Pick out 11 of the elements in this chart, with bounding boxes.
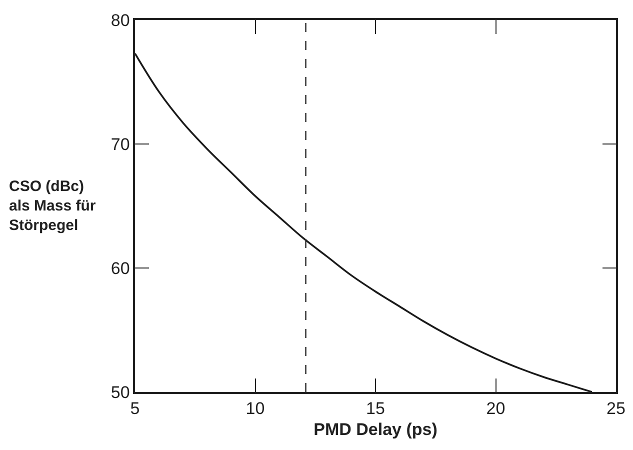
x-tick-label: 15 bbox=[366, 399, 385, 418]
x-tick-label: 20 bbox=[486, 399, 506, 418]
x-tick-label: 25 bbox=[606, 399, 626, 418]
y-tick-label: 50 bbox=[110, 382, 130, 402]
x-tick-label: 5 bbox=[130, 399, 140, 418]
x-axis-title: PMD Delay (ps) bbox=[314, 420, 438, 440]
y-tick-label: 60 bbox=[110, 258, 130, 278]
y-axis-title: CSO (dBc) als Mass für Störpegel bbox=[9, 178, 96, 234]
y-tick-label: 70 bbox=[110, 134, 130, 154]
y-tick-label: 80 bbox=[110, 10, 130, 30]
x-tick-label: 10 bbox=[246, 399, 265, 418]
